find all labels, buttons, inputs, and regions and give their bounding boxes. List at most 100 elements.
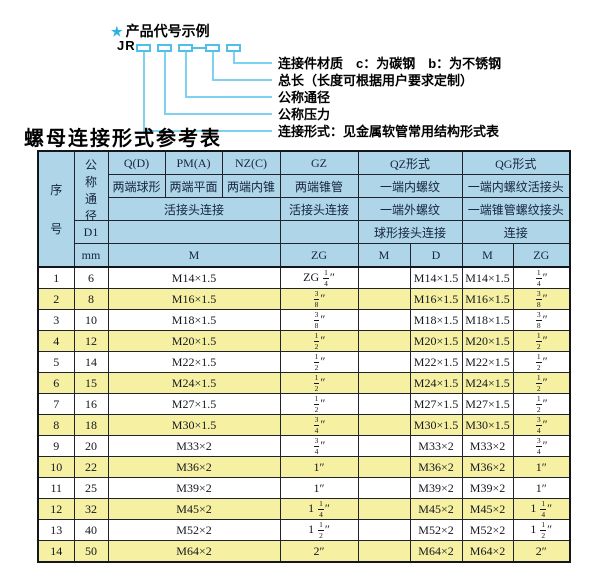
cell-qz-d: M20×1.5 <box>409 330 463 352</box>
code-box-4 <box>205 44 220 52</box>
connector-line <box>164 113 272 115</box>
cell-zg: 1 2 ″ <box>279 393 359 415</box>
cell-dn: 8 <box>73 288 109 310</box>
table-row: 14 50 M64×2 2″ M64×2 M64×2 2″ <box>37 540 571 563</box>
cell-qz-m <box>357 330 411 352</box>
header-m1: M <box>107 243 281 268</box>
cell-m: M45×2 <box>107 498 281 520</box>
cell-qg-zg: 1 1 4 ″ <box>512 498 571 520</box>
diagram-label-material: 连接件材质 c：为碳钢 b：为不锈钢 <box>278 56 502 71</box>
cell-qz-m <box>357 393 411 415</box>
cell-dn: 25 <box>73 477 109 499</box>
cell-m: M20×1.5 <box>107 330 281 352</box>
table-row: 13 40 M52×2 1 1 2 ″ M52×2 M52×2 1 1 2 ″ <box>37 519 571 541</box>
connector-line <box>212 52 214 81</box>
cell-dn: 15 <box>73 372 109 394</box>
code-dash <box>193 47 205 49</box>
cell-zg: 1 2 ″ <box>279 351 359 373</box>
header-qg-desc1: 一端内螺纹活接头 <box>461 174 571 198</box>
cell-seq: 1 <box>37 266 75 289</box>
header-mm: mm <box>73 243 109 268</box>
cell-dn: 16 <box>73 393 109 415</box>
cell-seq: 3 <box>37 309 75 331</box>
cell-qz-d: M24×1.5 <box>409 372 463 394</box>
cell-m: M18×1.5 <box>107 309 281 331</box>
header-zg3: ZG <box>512 243 571 268</box>
cell-zg: 1″ <box>279 477 359 499</box>
header-d2: D <box>409 243 463 268</box>
cell-qz-d: M45×2 <box>409 498 463 520</box>
cell-qg-m: M30×1.5 <box>461 414 514 436</box>
nut-connection-table: 序号 公称通径 Q(D) PM(A) NZ(C) GZ QZ形式 QG形式 两端… <box>37 150 571 563</box>
cell-qg-zg: 1 4 ″ <box>512 266 571 289</box>
header-m3: M <box>461 243 514 268</box>
cell-qg-m: M16×1.5 <box>461 288 514 310</box>
connector-line <box>185 96 272 98</box>
header-qg: QG形式 <box>461 150 571 175</box>
cell-m: M30×1.5 <box>107 414 281 436</box>
cell-qz-m <box>357 372 411 394</box>
cell-dn: 40 <box>73 519 109 541</box>
code-box-2 <box>157 44 172 52</box>
header-gz: GZ <box>279 150 359 175</box>
diagram-label-diameter: 公称通径 <box>278 90 331 105</box>
header-qg-conn: 连接 <box>461 220 571 244</box>
connector-line <box>212 79 272 81</box>
cell-qz-d: M30×1.5 <box>409 414 463 436</box>
cell-m: M16×1.5 <box>107 288 281 310</box>
cell-qg-m: M20×1.5 <box>461 330 514 352</box>
cell-m: M36×2 <box>107 456 281 478</box>
table-row: 4 12 M20×1.5 1 2 ″ M20×1.5 M20×1.5 1 2 ″ <box>37 330 571 352</box>
cell-qg-m: M27×1.5 <box>461 393 514 415</box>
header-nz-desc: 两端内锥 <box>221 174 281 198</box>
cell-qz-m <box>357 288 411 310</box>
cell-qz-d: M64×2 <box>409 540 463 563</box>
cell-qz-m <box>357 309 411 331</box>
cell-qz-m <box>357 498 411 520</box>
code-box-5 <box>226 44 241 52</box>
cell-seq: 8 <box>37 414 75 436</box>
cell-m: M22×1.5 <box>107 351 281 373</box>
header-qz-desc1: 一端内螺纹 <box>357 174 463 198</box>
header-blank-left <box>107 220 281 244</box>
cell-qz-d: M33×2 <box>409 435 463 457</box>
cell-m: M24×1.5 <box>107 372 281 394</box>
header-q-desc: 两端球形 <box>107 174 166 198</box>
cell-zg: 3 8 ″ <box>279 309 359 331</box>
table-row: 10 22 M36×2 1″ M36×2 M36×2 1″ <box>37 456 571 478</box>
cell-zg: 1 2 ″ <box>279 330 359 352</box>
header-seq: 序号 <box>37 150 75 268</box>
cell-qg-m: M39×2 <box>461 477 514 499</box>
cell-zg: 1 1 2 ″ <box>279 519 359 541</box>
cell-zg: 3 8 ″ <box>279 288 359 310</box>
cell-seq: 12 <box>37 498 75 520</box>
connector-line <box>143 130 272 132</box>
cell-qz-m <box>357 435 411 457</box>
header-q: Q(D) <box>107 150 166 175</box>
cell-qg-zg: 1 2 ″ <box>512 393 571 415</box>
cell-seq: 4 <box>37 330 75 352</box>
diagram-title: ★ 产品代号示例 <box>111 21 210 41</box>
cell-seq: 5 <box>37 351 75 373</box>
cell-m: M64×2 <box>107 540 281 563</box>
cell-qg-zg: 1 2 ″ <box>512 372 571 394</box>
connector-line <box>185 52 187 98</box>
cell-seq: 6 <box>37 372 75 394</box>
cell-dn: 6 <box>73 266 109 289</box>
cell-m: M39×2 <box>107 477 281 499</box>
cell-dn: 18 <box>73 414 109 436</box>
connector-line <box>164 52 166 115</box>
cell-zg: 2″ <box>279 540 359 563</box>
table-row: 3 10 M18×1.5 3 8 ″ M18×1.5 M18×1.5 3 8 ″ <box>37 309 571 331</box>
cell-qg-m: M22×1.5 <box>461 351 514 373</box>
cell-qz-d: M18×1.5 <box>409 309 463 331</box>
connector-line <box>143 52 145 132</box>
table-row: 7 16 M27×1.5 1 2 ″ M27×1.5 M27×1.5 1 2 ″ <box>37 393 571 415</box>
cell-qg-m: M33×2 <box>461 435 514 457</box>
cell-qz-m <box>357 540 411 563</box>
table-body: 1 6 M14×1.5 ZG 1 4 ″ M14×1.5 M14×1.5 1 4 ″ 2 8 M16×1.… <box>37 266 571 563</box>
cell-qg-zg: 1″ <box>512 477 571 499</box>
cell-qz-m <box>357 519 411 541</box>
cell-qg-m: M64×2 <box>461 540 514 563</box>
